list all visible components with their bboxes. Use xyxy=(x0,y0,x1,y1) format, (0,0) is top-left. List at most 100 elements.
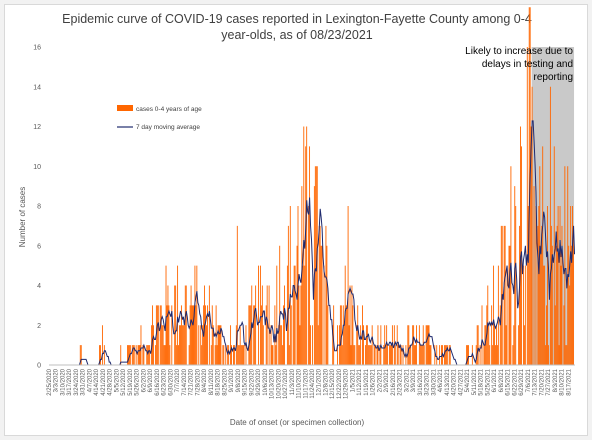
x-tick-label: 6/8/2021 xyxy=(499,368,505,392)
case-bar xyxy=(178,345,179,365)
case-bar xyxy=(513,325,515,365)
chart-title-line2: year-olds, as of 08/23/2021 xyxy=(221,28,373,42)
chart-title-line1: Epidemic curve of COVID-19 cases reporte… xyxy=(62,12,532,26)
case-bar xyxy=(133,345,135,365)
case-bar xyxy=(557,206,559,365)
case-bar xyxy=(353,345,355,365)
case-bar xyxy=(222,345,224,365)
case-bar xyxy=(127,345,128,365)
case-bar xyxy=(314,166,316,365)
case-bar xyxy=(205,305,206,365)
case-bar xyxy=(275,345,277,365)
case-bar xyxy=(493,265,495,365)
case-bar xyxy=(142,345,144,365)
x-tick-label: 12/22/2020 xyxy=(337,368,343,399)
case-bar xyxy=(143,345,145,365)
case-bar xyxy=(494,325,495,365)
case-bar xyxy=(80,345,82,365)
case-bar xyxy=(278,325,280,365)
x-tick-label: 12/29/2020 xyxy=(344,368,350,399)
case-bar xyxy=(357,305,359,365)
x-tick-label: 2/25/2020 xyxy=(47,368,53,395)
case-bar xyxy=(196,265,198,365)
case-bar xyxy=(296,245,298,365)
case-bar xyxy=(467,345,469,365)
case-bar xyxy=(281,325,283,365)
case-bar xyxy=(176,345,178,365)
x-tick-label: 3/2/2021 xyxy=(404,368,410,392)
case-bar xyxy=(163,345,165,365)
case-bar xyxy=(249,305,251,365)
x-tick-label: 9/1/2020 xyxy=(229,368,235,392)
case-bar xyxy=(159,305,161,365)
case-bar xyxy=(567,166,569,365)
x-tick-label: 3/31/2020 xyxy=(81,368,87,395)
annotation-line1: Likely to increase due to xyxy=(465,46,573,57)
case-bar xyxy=(354,345,356,365)
chart-frame: Epidemic curve of COVID-19 cases reporte… xyxy=(4,4,588,436)
case-bar xyxy=(193,305,195,365)
case-bar xyxy=(563,305,565,365)
case-bar xyxy=(202,325,204,365)
x-tick-label: 10/27/2020 xyxy=(283,368,289,399)
legend: cases 0-4 years of age 7 day moving aver… xyxy=(117,105,202,131)
x-tick-label: 11/3/2020 xyxy=(290,368,296,395)
case-bar xyxy=(140,325,142,365)
y-axis-ticks: 0 2 4 6 8 10 12 14 16 xyxy=(33,45,41,370)
case-bar xyxy=(300,285,302,365)
x-tick-label: 11/24/2020 xyxy=(310,368,316,398)
case-bar xyxy=(396,325,398,365)
case-bar xyxy=(161,325,163,365)
case-bar xyxy=(99,345,100,365)
x-tick-label: 3/24/2020 xyxy=(74,368,80,395)
case-bar xyxy=(379,345,381,365)
case-bar xyxy=(293,265,295,365)
case-bar xyxy=(137,345,139,365)
x-tick-label: 2/23/2021 xyxy=(398,368,404,395)
case-bar xyxy=(288,345,290,365)
case-bar xyxy=(292,285,294,365)
case-bar xyxy=(445,345,447,365)
case-bar xyxy=(279,245,281,365)
x-tick-label: 5/5/2020 xyxy=(114,368,120,392)
x-tick-label: 6/29/2021 xyxy=(519,368,525,395)
x-tick-label: 6/23/2020 xyxy=(162,368,168,395)
case-bar xyxy=(428,325,430,365)
case-bar xyxy=(429,345,431,365)
case-bar xyxy=(495,345,496,365)
case-bar xyxy=(385,345,387,365)
x-tick-label: 1/12/2021 xyxy=(357,368,363,395)
case-bar xyxy=(518,325,520,365)
case-bar xyxy=(572,206,574,365)
case-bar xyxy=(348,325,350,365)
case-bar xyxy=(561,225,563,365)
case-bar xyxy=(394,345,396,365)
case-bar xyxy=(169,345,171,365)
case-bar xyxy=(475,345,477,365)
case-bar xyxy=(164,345,166,365)
case-bar xyxy=(185,285,187,365)
case-bar xyxy=(430,345,432,365)
x-tick-label: 4/21/2020 xyxy=(101,368,107,395)
case-bar xyxy=(569,285,571,365)
case-bar xyxy=(367,345,369,365)
x-tick-label: 4/13/2021 xyxy=(445,368,451,395)
case-bar xyxy=(152,305,153,365)
case-bar xyxy=(79,345,81,365)
case-bar xyxy=(200,325,202,365)
x-tick-label: 6/22/2021 xyxy=(512,368,518,395)
case-bar xyxy=(283,305,284,365)
x-tick-label: 11/10/2020 xyxy=(297,368,303,398)
x-tick-label: 2/16/2021 xyxy=(391,368,397,395)
x-tick-label: 8/3/2021 xyxy=(553,368,559,392)
case-bar xyxy=(189,305,191,365)
case-bar xyxy=(243,345,245,365)
case-bar xyxy=(496,345,498,365)
case-bar xyxy=(240,345,242,365)
case-bar xyxy=(566,345,568,365)
x-tick-label: 5/19/2020 xyxy=(128,368,134,395)
case-bar xyxy=(248,305,250,365)
case-bar xyxy=(188,345,190,365)
case-bar xyxy=(289,206,291,365)
case-bar xyxy=(280,325,282,365)
